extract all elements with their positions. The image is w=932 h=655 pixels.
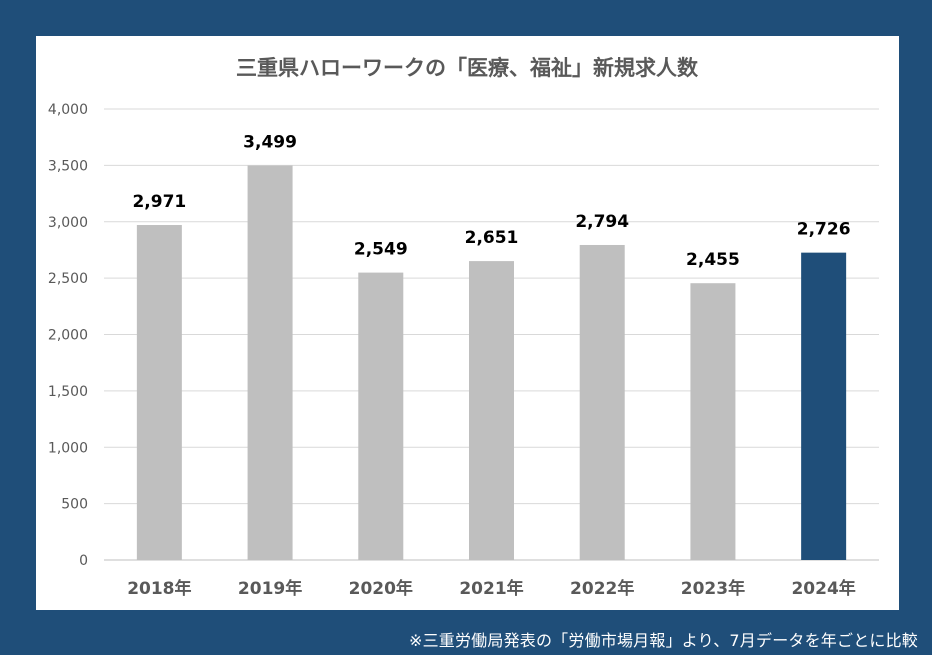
data-label: 2,549 — [354, 240, 408, 260]
chart-panel: 三重県ハローワークの「医療、福祉」新規求人数 0 500 1,000 1,500 2,0… — [36, 36, 899, 610]
data-labels: 2,971 3,499 2,549 2,651 2,794 2,455 2,726 — [132, 132, 850, 270]
y-tick-label: 2,000 — [48, 328, 88, 344]
y-tick-label: 0 — [79, 553, 88, 569]
data-label: 2,971 — [132, 192, 186, 212]
bar-2019年 — [247, 165, 293, 561]
source-footnote: ※三重労働局発表の「労働市場月報」より、7月データを年ごとに比較 — [408, 631, 918, 650]
chart-title: 三重県ハローワークの「医療、福祉」新規求人数 — [236, 56, 699, 80]
y-tick-label: 4,000 — [48, 102, 88, 118]
bar-2022年 — [579, 244, 625, 560]
x-tick-label: 2021年 — [459, 578, 523, 599]
data-label: 2,455 — [686, 250, 740, 270]
bar-2018年 — [136, 225, 182, 560]
bar-2023年 — [690, 283, 736, 560]
y-tick-label: 3,500 — [48, 158, 88, 174]
y-tick-label: 500 — [61, 497, 88, 513]
x-tick-label: 2020年 — [349, 578, 413, 599]
bar-2024年 — [801, 252, 847, 560]
y-tick-label: 1,500 — [48, 384, 88, 400]
x-tick-label: 2024年 — [791, 578, 855, 599]
bar-2020年 — [358, 272, 404, 560]
bars — [136, 165, 847, 561]
data-label: 2,651 — [465, 228, 519, 248]
x-tick-label: 2023年 — [681, 578, 745, 599]
x-axis-ticks: 2018年 2019年 2020年 2021年 2022年 2023年 2024年 — [127, 578, 856, 599]
data-label: 2,726 — [797, 220, 851, 240]
data-label: 3,499 — [243, 132, 297, 152]
x-tick-label: 2019年 — [238, 578, 302, 599]
y-tick-label: 1,000 — [48, 440, 88, 456]
data-label: 2,794 — [575, 212, 629, 232]
y-tick-label: 3,000 — [48, 215, 88, 231]
y-tick-label: 2,500 — [48, 271, 88, 287]
x-tick-label: 2022年 — [570, 578, 634, 599]
bar-2021年 — [469, 261, 514, 560]
x-tick-label: 2018年 — [127, 578, 191, 599]
y-axis-ticks: 0 500 1,000 1,500 2,000 2,500 3,000 3,500 4,000 — [48, 102, 88, 569]
bar-chart: 三重県ハローワークの「医療、福祉」新規求人数 0 500 1,000 1,500 2,0… — [48, 56, 879, 599]
